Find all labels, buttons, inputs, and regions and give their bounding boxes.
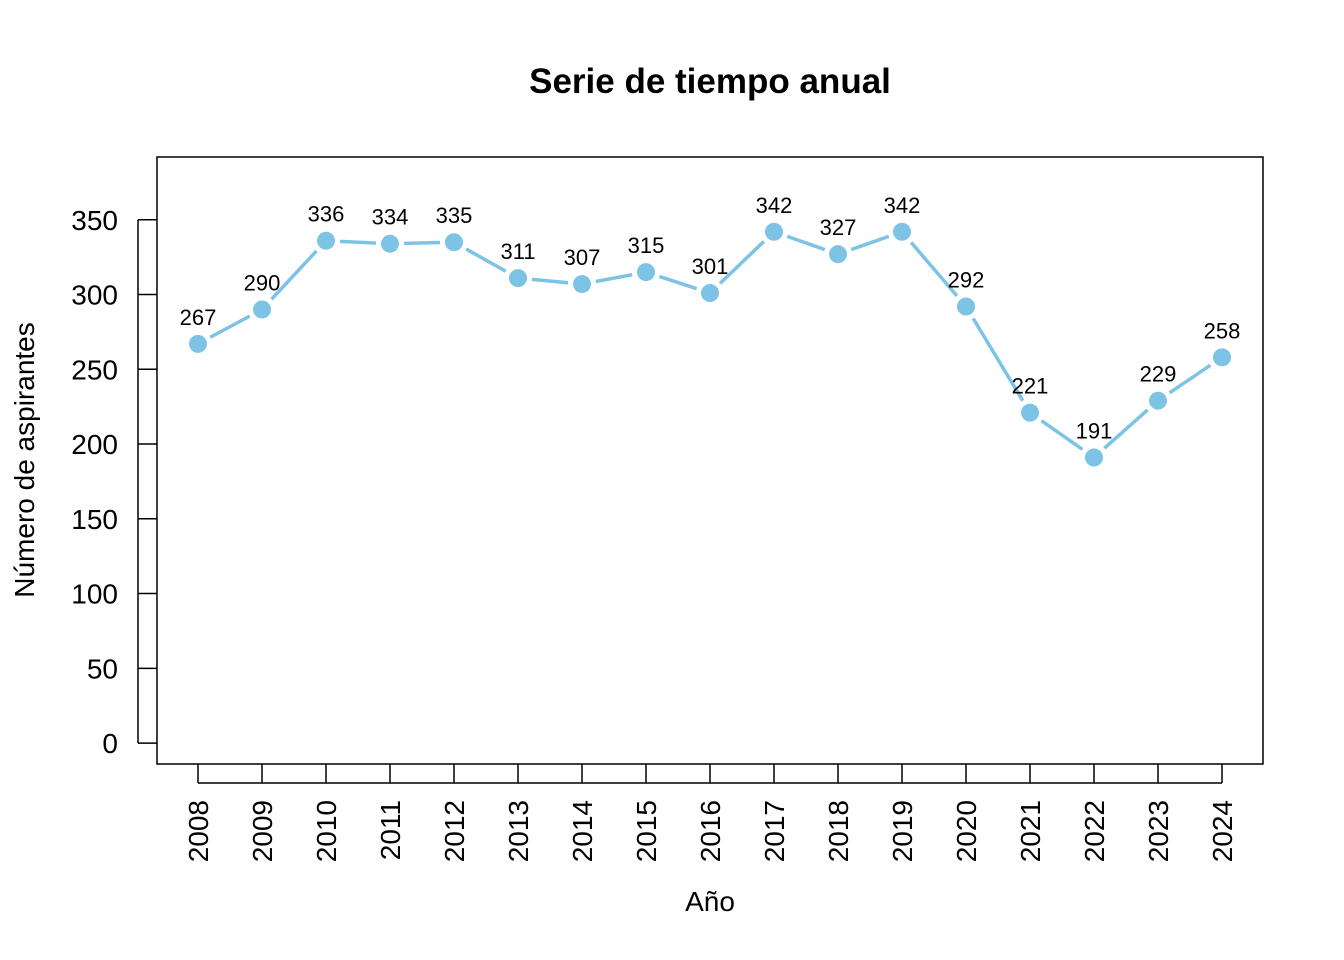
y-tick-label: 200 [71, 429, 118, 460]
y-tick-label: 250 [71, 354, 118, 385]
data-point [445, 233, 463, 252]
x-axis-label: Año [685, 886, 735, 917]
y-axis: 0 50 100 150 200 250 300 350 [71, 205, 157, 759]
series-segment [850, 234, 890, 252]
series-segment [786, 234, 826, 252]
data-point [957, 297, 975, 316]
series-segment [270, 249, 318, 301]
series-segment [971, 317, 1025, 402]
x-tick-label: 2008 [183, 800, 214, 862]
series-segment [465, 247, 507, 273]
series-segment [718, 240, 766, 285]
data-label: 229 [1140, 362, 1177, 387]
data-label: 315 [628, 233, 665, 258]
x-tick-label: 2009 [247, 800, 278, 862]
data-point [573, 275, 591, 294]
data-point [829, 245, 847, 264]
data-point [765, 222, 783, 241]
x-tick-label: 2020 [951, 800, 982, 862]
x-tick-label: 2013 [503, 800, 534, 862]
data-label: 335 [436, 203, 473, 228]
x-tick-label: 2010 [311, 800, 342, 862]
data-label: 258 [1204, 318, 1241, 343]
x-tick-label: 2016 [695, 800, 726, 862]
data-point [637, 263, 655, 282]
data-point [253, 300, 271, 319]
y-axis-label: Número de aspirantes [9, 322, 40, 597]
data-points [189, 222, 1231, 467]
data-label: 221 [1012, 374, 1049, 399]
x-tick-label: 2021 [1015, 800, 1046, 862]
data-point [509, 269, 527, 288]
data-label: 307 [564, 245, 601, 270]
x-tick-label: 2018 [823, 800, 854, 862]
series-line-group [209, 234, 1212, 451]
y-tick-label: 150 [71, 504, 118, 535]
data-point [1149, 391, 1167, 410]
series-segment [1040, 419, 1084, 451]
series-segment [339, 239, 377, 245]
data-labels: 267 290 336 334 335 311 307 315 301 342 327 342 292 2… [180, 193, 1241, 444]
data-label: 301 [692, 254, 729, 279]
data-label: 327 [820, 215, 857, 240]
x-tick-label: 2014 [567, 800, 598, 862]
x-tick-label: 2024 [1207, 800, 1238, 862]
x-tick-label: 2017 [759, 800, 790, 862]
data-label: 290 [244, 270, 281, 295]
data-point [701, 284, 719, 303]
series-segment [1103, 408, 1149, 450]
data-label: 191 [1076, 419, 1113, 444]
data-point [317, 231, 335, 250]
data-label: 334 [372, 205, 409, 230]
series-segment [531, 277, 569, 285]
data-label: 336 [308, 202, 345, 227]
series-segment [909, 241, 959, 298]
data-point [1085, 448, 1103, 467]
data-label: 342 [756, 193, 793, 218]
x-tick-label: 2012 [439, 800, 470, 862]
series-segment [403, 240, 441, 246]
data-label: 311 [500, 239, 535, 264]
data-label: 267 [180, 305, 217, 330]
series-segment [209, 314, 251, 339]
y-tick-label: 50 [87, 653, 118, 684]
x-tick-label: 2019 [887, 800, 918, 862]
x-tick-label: 2022 [1079, 800, 1110, 862]
y-tick-label: 350 [71, 205, 118, 236]
chart-title: Serie de tiempo anual [529, 62, 891, 101]
data-label: 342 [884, 193, 921, 218]
data-point [1021, 403, 1039, 422]
y-tick-label: 0 [102, 728, 118, 759]
x-axis: 2008 2009 2010 2011 2012 2013 2014 2015 2016 2017… [183, 764, 1238, 862]
x-tick-label: 2011 [375, 800, 406, 860]
data-point [381, 234, 399, 253]
series-segment [1168, 363, 1212, 395]
series-segment [595, 272, 633, 284]
data-point [189, 334, 207, 353]
data-point [1213, 348, 1231, 367]
data-label: 292 [948, 268, 985, 293]
y-tick-label: 300 [71, 280, 118, 311]
y-tick-label: 100 [71, 579, 118, 610]
x-tick-label: 2023 [1143, 800, 1174, 862]
data-point [893, 222, 911, 241]
series-segment [658, 274, 698, 291]
x-tick-label: 2015 [631, 800, 662, 862]
